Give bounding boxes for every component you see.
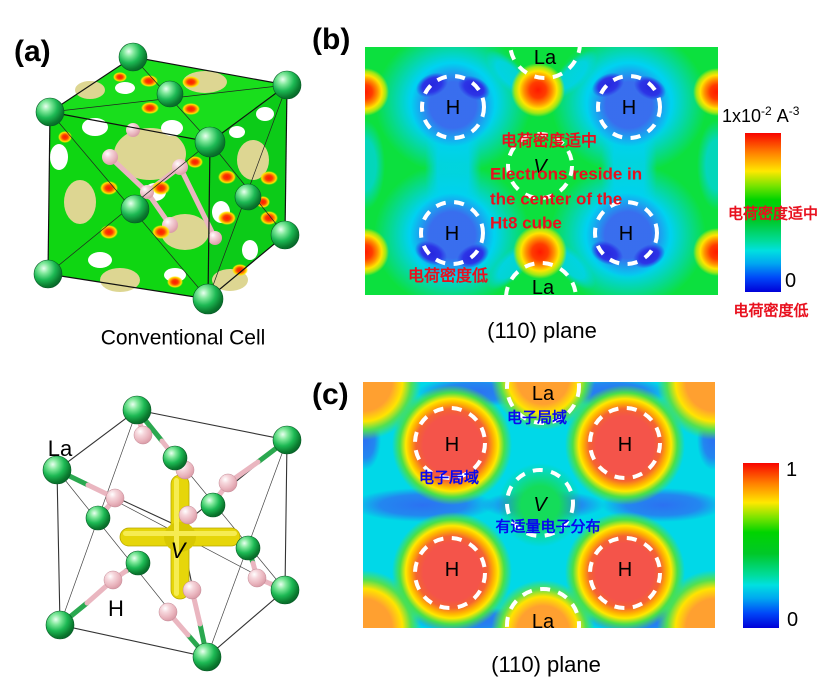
annotation-moderate-b: 电荷密度适中 <box>500 133 598 150</box>
annotation-electrons-line3: Ht8 cube <box>490 213 562 233</box>
conventional-cell-structure <box>33 42 302 315</box>
atom-h-bottomleft-c: H <box>444 559 460 581</box>
annotation-localized-top-c: 电子局域 <box>506 409 568 427</box>
atom-h-topright-b: H <box>621 97 637 119</box>
caption-c: (110) plane <box>491 652 601 677</box>
atom-v-c: V <box>533 494 547 516</box>
annotation-low-b: 电荷密度低 <box>407 268 489 285</box>
panel-b-label: (b) <box>312 23 351 56</box>
annotation-electrons-line2: the center of the <box>490 189 623 209</box>
colorbar-b-unit-exp: -3 <box>788 104 800 118</box>
unitcell-la-label: La <box>47 436 73 461</box>
atom-la-top-b: La <box>533 47 557 69</box>
colorbar-b-min: 0 <box>785 270 797 292</box>
caption-b: (110) plane <box>487 318 597 343</box>
atom-h-bottomleft-b: H <box>444 223 460 245</box>
annotation-electrons-line1: Electrons reside in <box>490 164 643 184</box>
atom-h-topleft-c: H <box>444 434 460 456</box>
atom-h-topleft-b: H <box>445 97 461 119</box>
atom-v-b: V <box>533 156 547 178</box>
heatmap-c <box>363 382 715 628</box>
colorbar-c <box>743 463 779 628</box>
atom-la-top-c: La <box>531 383 555 405</box>
atom-la-bottom-c: La <box>531 611 555 633</box>
colorbar-b-moderate-label: 电荷密度适中 <box>727 205 819 223</box>
unitcell-v-label: V <box>170 538 186 563</box>
atom-h-topright-c: H <box>617 434 633 456</box>
panel-a-caption: Conventional Cell <box>100 326 266 350</box>
colorbar-b-low-label: 电荷密度低 <box>733 302 809 320</box>
colorbar-b <box>745 133 781 292</box>
annotation-distribution-c: 有适量电子分布 <box>495 518 601 536</box>
colorbar-b-unit: A <box>776 106 789 126</box>
colorbar-c-min: 0 <box>787 609 799 631</box>
unitcell-h-label: H <box>108 596 124 621</box>
atom-h-bottomright-b: H <box>618 223 634 245</box>
unitcell-vacancy-structure <box>42 395 302 672</box>
panel-a-label: (a) <box>14 35 51 68</box>
panel-c-label: (c) <box>312 378 349 411</box>
colorbar-b-max-base: 1x10 <box>722 106 762 126</box>
colorbar-b-max-exp: -2 <box>761 104 772 118</box>
atom-h-bottomright-c: H <box>617 559 633 581</box>
heatmap-b <box>365 47 718 295</box>
atom-la-bottom-b: La <box>531 277 555 299</box>
annotation-localized-left-c: 电子局域 <box>418 469 480 487</box>
colorbar-b-title: 1x10-2 A-3 <box>722 105 799 125</box>
colorbar-c-max: 1 <box>786 459 798 481</box>
